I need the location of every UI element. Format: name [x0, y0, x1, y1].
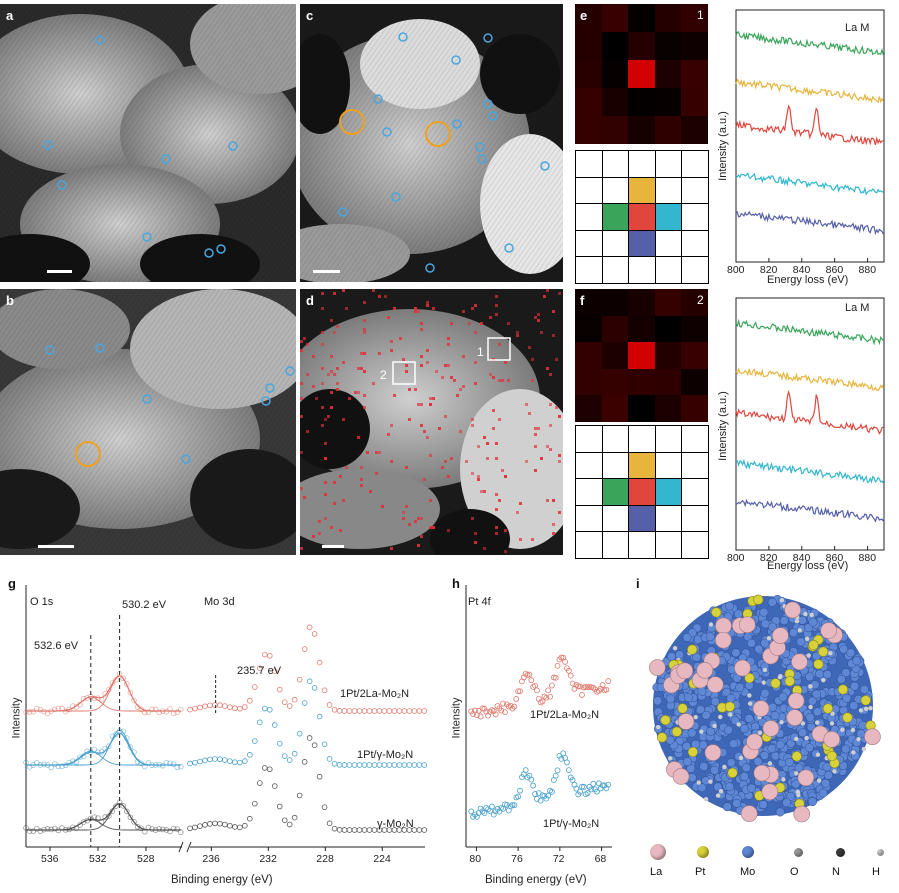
eels-tick: 880 — [858, 264, 877, 276]
scale-bar — [313, 270, 340, 273]
pt4f-title: Pt 4f — [468, 596, 491, 608]
panel-label-b: b — [6, 293, 14, 308]
scale-bar — [38, 545, 74, 548]
eels-tick: 860 — [825, 264, 844, 276]
panel-label-h: h — [452, 576, 460, 591]
scale-bar — [322, 545, 344, 548]
xps-h-plot — [465, 585, 612, 851]
xps-g-xlabel: Binding energy (eV) — [171, 874, 273, 886]
xps-g-tick: 232 — [259, 853, 277, 865]
stem-image-d — [300, 289, 563, 555]
eels-tick: 800 — [727, 552, 745, 564]
xps-g-tick: 228 — [316, 853, 334, 865]
eels-tick: 860 — [825, 552, 844, 564]
panel-label-g: g — [8, 576, 16, 591]
series-label-pt-la: 1Pt/2La-Mo₂N — [340, 688, 410, 700]
stem-image-b-graphic — [0, 289, 296, 555]
pixel-grid-e — [575, 150, 709, 284]
eels-heatmap-f — [575, 289, 708, 422]
xps-h-tick: 76 — [511, 853, 523, 865]
xps-h-xlabel: Binding energy (eV) — [485, 874, 587, 886]
scale-bar — [47, 270, 72, 273]
panel-label-d: d — [306, 293, 314, 308]
panel-label-a: a — [6, 8, 14, 23]
eels-ylabel-bottom: Intensity (a.u.) — [716, 391, 729, 461]
xps-g-tick: 536 — [41, 853, 59, 865]
peak-label-2357: 235.7 eV — [237, 665, 282, 677]
eels-tick: 800 — [727, 264, 745, 276]
stem-image-c-graphic — [300, 4, 563, 282]
eels-title-top: La M — [845, 22, 870, 34]
stem-image-d-graphic — [300, 289, 563, 555]
stem-image-a-graphic — [0, 4, 296, 282]
xps-g-ylabel: Intensity — [10, 697, 23, 739]
xps-g-tick: 532 — [89, 853, 107, 865]
eels-tick: 820 — [759, 264, 778, 276]
xps-h-tick: 72 — [552, 853, 565, 865]
peak-label-5302: 530.2 eV — [122, 599, 167, 611]
xps-g-tick: 236 — [202, 853, 220, 865]
atom-legend: La Pt Mo O N H — [640, 838, 895, 888]
xps-g-tick: 224 — [373, 853, 391, 865]
legend-atom-n-icon — [835, 847, 845, 857]
eels-title-bottom: La M — [845, 302, 870, 314]
nanoparticle-model — [649, 594, 881, 823]
legend-label: O — [790, 866, 799, 878]
legend-atom-h-icon — [876, 848, 884, 856]
eels-heatmap-e — [575, 4, 708, 144]
xps-g-tick: 528 — [137, 853, 155, 865]
legend-atom-la-icon — [650, 844, 666, 860]
panel-label-i: i — [636, 576, 640, 591]
eels-spectra-bottom — [735, 297, 885, 551]
panel-label-f: f — [580, 293, 585, 308]
legend-label: N — [832, 866, 840, 878]
eels-spectra-top — [735, 9, 885, 263]
legend-atom-pt-icon — [697, 846, 709, 858]
legend-atom-mo-icon — [742, 846, 754, 858]
panel-label-e: e — [580, 8, 588, 23]
mo3d-title: Mo 3d — [204, 596, 235, 608]
heatmap-index-1: 1 — [697, 8, 704, 22]
eels-tick: 820 — [759, 552, 778, 564]
eels-ylabel-top: Intensity (a.u.) — [716, 111, 729, 181]
stem-image-c — [300, 4, 563, 282]
legend-atom-o-icon — [793, 847, 803, 857]
panel-label-c: c — [306, 8, 314, 23]
eels-tick: 840 — [792, 264, 811, 276]
xps-h-ylabel: Intensity — [450, 697, 463, 739]
roi-label-1: 1 — [477, 345, 484, 359]
xps-g-plot — [23, 585, 428, 853]
legend-label: Mo — [740, 866, 756, 878]
heatmap-index-2: 2 — [697, 293, 704, 307]
eels-tick: 880 — [858, 552, 877, 564]
stem-image-a — [0, 4, 296, 282]
pixel-grid-f — [575, 425, 709, 559]
eels-tick: 840 — [792, 552, 811, 564]
stem-image-b — [0, 289, 296, 555]
series-label-pt-gamma: 1Pt/γ-Mo₂N — [357, 749, 414, 761]
legend-label: H — [872, 866, 880, 878]
series-label-gamma: γ-Mo₂N — [377, 818, 414, 830]
peak-label-5326: 532.6 eV — [34, 640, 79, 652]
o1s-title: O 1s — [30, 596, 54, 608]
xps-h-tick: 68 — [594, 853, 607, 865]
h-series-label-pt-gamma: 1Pt/γ-Mo₂N — [543, 818, 600, 830]
legend-label: La — [650, 866, 663, 878]
legend-label: Pt — [695, 866, 706, 878]
xps-h-tick: 80 — [469, 853, 482, 865]
h-series-label-pt-la: 1Pt/2La-Mo₂N — [530, 709, 600, 721]
eels-xlabel-top: Energy loss (eV) — [767, 274, 849, 286]
eels-xlabel-bottom: Energy loss (eV) — [767, 560, 849, 572]
roi-label-2: 2 — [380, 368, 387, 382]
